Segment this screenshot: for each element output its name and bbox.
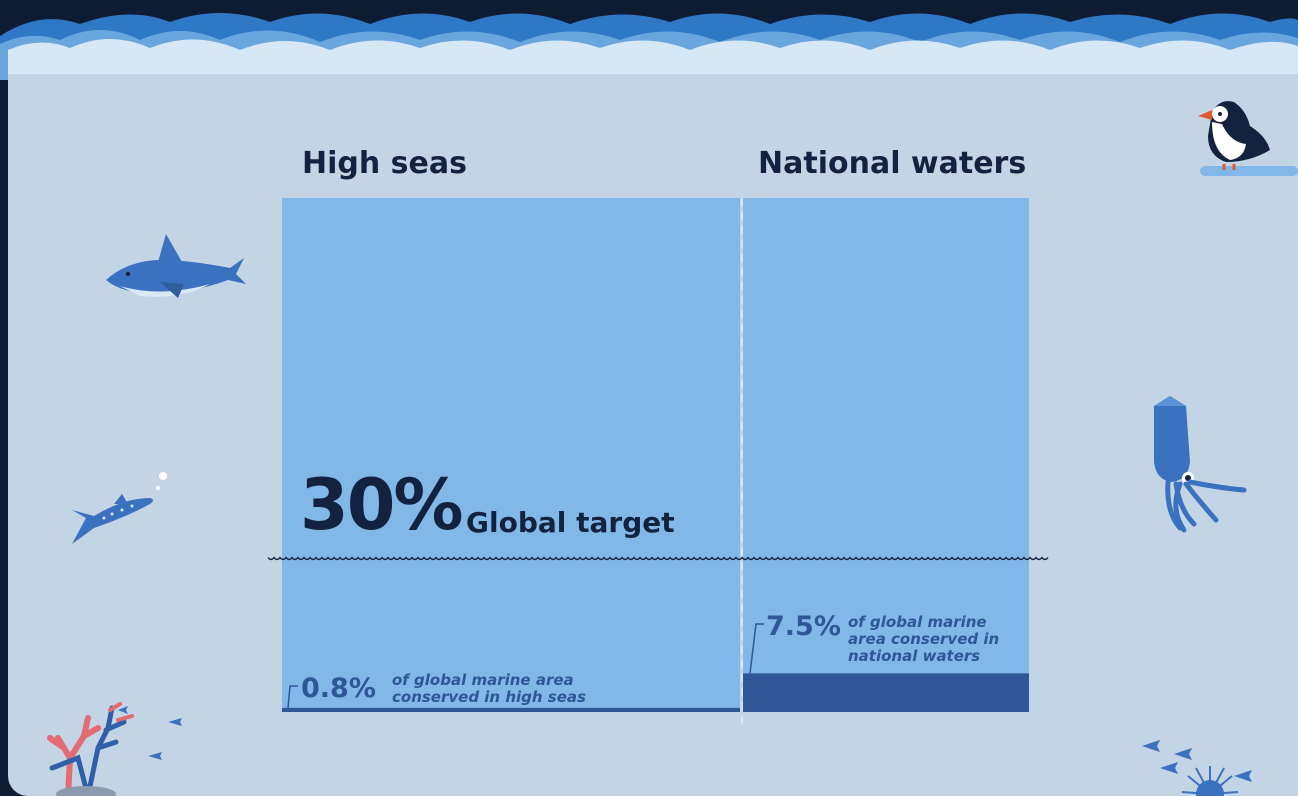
leader-high-seas [287,685,298,708]
fish-school-icon [1142,740,1252,782]
target-label: Global target [466,506,675,539]
value-label-high-seas: 0.8% [301,673,376,704]
description-line: of global marine area [392,671,574,689]
coral-icon [47,702,182,796]
puffin-icon [1198,101,1298,176]
description-national-waters: of global marine area conserved in natio… [848,614,999,665]
description-line: area conserved in [848,630,1000,648]
column-title-high-seas: High seas [302,146,467,181]
whale-shark-icon [72,472,167,544]
description-line: of global marine [848,613,987,631]
leader-national-waters [749,623,764,674]
shark-icon [106,234,246,298]
description-line: conserved in high seas [392,688,586,706]
wave-border [0,13,1298,80]
column-title-national-waters: National waters [758,146,1027,181]
description-high-seas: of global marine area conserved in high … [392,672,586,706]
sea-urchin-icon [1181,766,1239,796]
high-seas-area [282,198,740,712]
target-line [267,556,1049,561]
description-line: national waters [848,647,981,665]
bar-high-seas [282,707,740,712]
squid-icon [1154,396,1247,533]
national-waters-area [743,198,1029,712]
bar-national-waters [743,673,1029,712]
value-label-national-waters: 7.5% [766,611,841,642]
wave-layer-front [8,39,1298,80]
target-value-label: 30% [300,464,464,546]
